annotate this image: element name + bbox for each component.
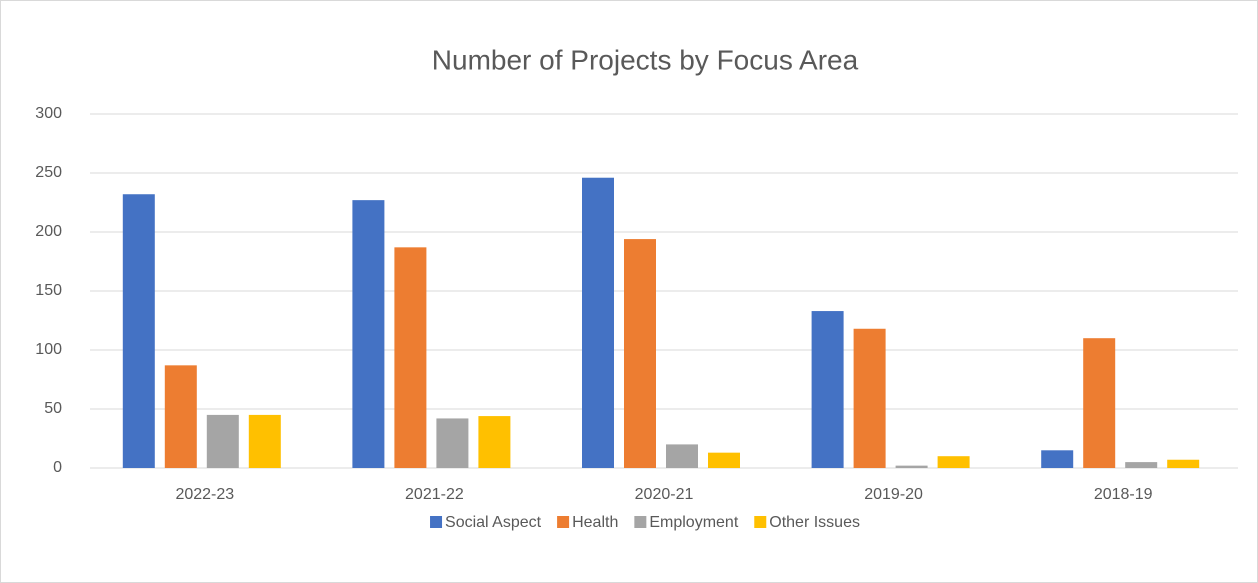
legend-label: Social Aspect <box>445 514 542 531</box>
bar <box>1083 338 1116 468</box>
bar <box>582 177 614 468</box>
bar <box>895 465 928 468</box>
x-tick-label: 2020-21 <box>635 486 694 503</box>
y-tick-label: 0 <box>53 459 62 476</box>
legend-label: Health <box>572 514 618 531</box>
bar <box>164 365 197 468</box>
bar <box>624 239 656 468</box>
bar <box>1167 459 1200 468</box>
bar <box>352 200 385 468</box>
bar <box>666 444 698 468</box>
x-tick-label: 2018-19 <box>1094 486 1153 503</box>
legend-swatch <box>634 516 647 528</box>
y-tick-label: 200 <box>35 223 62 240</box>
bar <box>248 414 281 468</box>
legend-swatch <box>430 516 443 528</box>
bar <box>937 456 970 468</box>
legend-label: Employment <box>649 514 738 531</box>
y-tick-label: 100 <box>35 341 62 358</box>
legend-label: Other Issues <box>769 514 860 531</box>
x-tick-label: 2022-23 <box>175 486 234 503</box>
x-tick-label: 2019-20 <box>864 486 923 503</box>
x-tick-label: 2021-22 <box>405 486 464 503</box>
y-tick-label: 250 <box>35 164 62 181</box>
chart-title: Number of Projects by Focus Area <box>432 44 859 75</box>
bar <box>811 311 844 468</box>
y-tick-label: 150 <box>35 282 62 299</box>
y-tick-label: 50 <box>44 400 62 417</box>
bar <box>122 194 155 469</box>
bar <box>1125 462 1158 468</box>
bar <box>394 247 427 468</box>
bar <box>708 452 740 468</box>
bar <box>436 418 469 468</box>
bar <box>853 328 886 468</box>
bar <box>206 414 239 468</box>
bar <box>478 416 511 468</box>
legend-swatch <box>557 516 570 528</box>
bar <box>1041 450 1074 468</box>
y-tick-label: 300 <box>35 105 62 122</box>
legend-swatch <box>754 516 767 528</box>
